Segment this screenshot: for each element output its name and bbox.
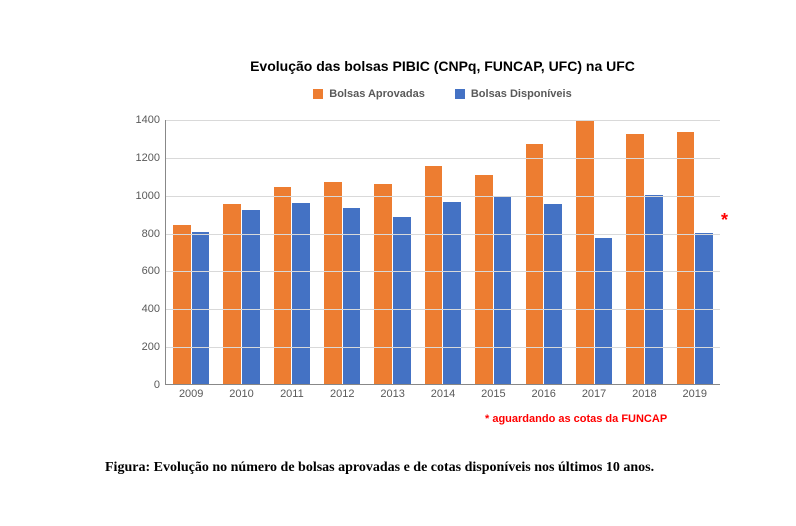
gridline xyxy=(166,196,720,197)
chart-legend: Bolsas Aprovadas Bolsas Disponíveis xyxy=(165,88,720,100)
bar xyxy=(173,225,191,384)
gridline xyxy=(166,120,720,121)
annotation-asterisk: * xyxy=(721,210,728,231)
bar-group xyxy=(569,120,619,384)
bar xyxy=(324,182,342,384)
bar xyxy=(544,204,562,384)
bar xyxy=(695,233,713,384)
bar xyxy=(192,232,210,384)
legend-item: Bolsas Aprovadas xyxy=(313,88,425,100)
x-tick-label: 2012 xyxy=(317,384,367,400)
y-tick-label: 1000 xyxy=(136,190,166,202)
gridline xyxy=(166,234,720,235)
x-tick-label: 2019 xyxy=(670,384,720,400)
x-tick-label: 2011 xyxy=(267,384,317,400)
bar xyxy=(494,196,512,384)
bar xyxy=(443,202,461,384)
bar xyxy=(595,238,613,384)
bar-group xyxy=(317,120,367,384)
bar-group xyxy=(267,120,317,384)
gridline xyxy=(166,347,720,348)
gridline xyxy=(166,271,720,272)
y-tick-label: 800 xyxy=(142,228,166,240)
bar xyxy=(576,121,594,384)
y-tick-label: 400 xyxy=(142,303,166,315)
bar-group xyxy=(468,120,518,384)
x-tick-label: 2018 xyxy=(619,384,669,400)
x-tick-label: 2013 xyxy=(367,384,417,400)
chart-title: Evolução das bolsas PIBIC (CNPq, FUNCAP,… xyxy=(165,58,720,74)
bar-group xyxy=(367,120,417,384)
bar-group xyxy=(418,120,468,384)
bar-group xyxy=(216,120,266,384)
bar xyxy=(645,195,663,384)
legend-swatch xyxy=(313,89,323,99)
x-axis-labels: 2009201020112012201320142015201620172018… xyxy=(166,384,720,400)
bar xyxy=(425,166,443,384)
bar-group xyxy=(166,120,216,384)
legend-swatch xyxy=(455,89,465,99)
chart-footnote: * aguardando as cotas da FUNCAP xyxy=(485,413,667,425)
y-tick-label: 600 xyxy=(142,265,166,277)
x-tick-label: 2014 xyxy=(418,384,468,400)
x-tick-label: 2009 xyxy=(166,384,216,400)
x-tick-label: 2017 xyxy=(569,384,619,400)
bar xyxy=(242,210,260,384)
x-tick-label: 2010 xyxy=(216,384,266,400)
bar-group xyxy=(519,120,569,384)
bar xyxy=(292,203,310,384)
bar xyxy=(475,175,493,384)
y-tick-label: 1200 xyxy=(136,152,166,164)
gridline xyxy=(166,158,720,159)
bar xyxy=(223,204,241,384)
bar xyxy=(274,187,292,384)
bars-layer: * xyxy=(166,120,720,384)
figure-caption: Figura: Evolução no número de bolsas apr… xyxy=(105,460,660,476)
legend-label: Bolsas Disponíveis xyxy=(471,88,572,100)
x-tick-label: 2016 xyxy=(519,384,569,400)
x-tick-label: 2015 xyxy=(468,384,518,400)
y-tick-label: 200 xyxy=(142,341,166,353)
plot-area: * 20092010201120122013201420152016201720… xyxy=(165,120,720,385)
legend-item: Bolsas Disponíveis xyxy=(455,88,572,100)
bar-group: * xyxy=(670,120,720,384)
gridline xyxy=(166,309,720,310)
footnote-text: aguardando as cotas da FUNCAP xyxy=(492,413,667,425)
footnote-asterisk: * xyxy=(485,413,489,425)
bar xyxy=(393,217,411,384)
legend-label: Bolsas Aprovadas xyxy=(329,88,425,100)
y-tick-label: 0 xyxy=(154,379,166,391)
bar xyxy=(374,184,392,384)
bar-group xyxy=(619,120,669,384)
y-tick-label: 1400 xyxy=(136,114,166,126)
